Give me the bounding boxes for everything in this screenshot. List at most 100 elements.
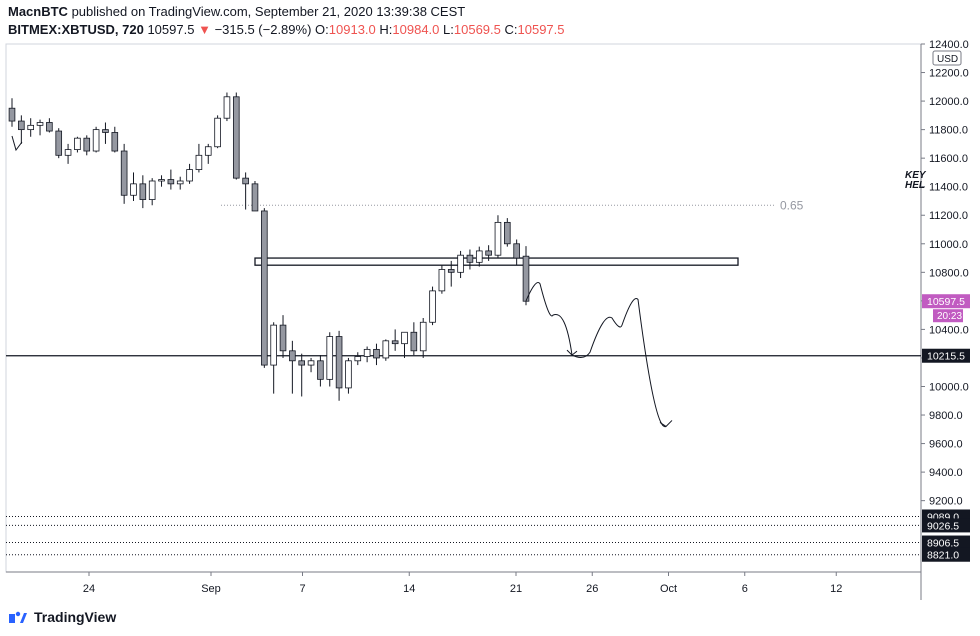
candle-body[interactable] [363,348,371,357]
candle-body[interactable] [504,221,511,245]
candle-body[interactable] [46,122,53,132]
candle-body[interactable] [83,137,91,152]
candle-body[interactable] [279,324,287,352]
candle-body[interactable] [457,254,464,273]
resistance-zone[interactable] [254,257,739,266]
symbol-label[interactable]: BITMEX:XBTUSD, 720 [8,22,144,37]
candle-body[interactable] [223,96,231,119]
candle-body[interactable] [382,340,390,359]
level-price-tag [922,348,970,363]
x-tick-label: Sep [201,583,221,595]
y-tick-label: 11800.0 [929,125,968,137]
candle-body[interactable] [485,250,492,256]
candle-body[interactable] [410,331,418,352]
y-tick-label: 11000.0 [929,239,968,251]
countdown-tag [933,309,963,323]
arrow-icon [11,135,23,152]
candle-body[interactable] [419,321,427,352]
candle-body[interactable] [167,179,175,185]
candle-body[interactable] [335,336,343,389]
y-tick-label: 9200.0 [929,496,963,508]
candle-body[interactable] [475,250,483,263]
candle-body[interactable] [401,331,408,345]
candle-body[interactable] [36,122,44,126]
candle-body[interactable] [289,350,296,362]
y-tick-label: 9400.0 [929,467,963,479]
plot-area[interactable] [5,43,922,573]
candle-body[interactable] [494,221,502,256]
candle-body[interactable] [64,149,72,156]
candle-body[interactable] [8,107,16,122]
y-tick-label: 11200.0 [929,210,968,222]
y-tick-label: 9600.0 [929,439,963,451]
candle-body[interactable] [522,255,530,302]
y-tick-label: 9800.0 [929,410,963,422]
x-tick-label: 12 [830,583,842,595]
ohlc-line: BITMEX:XBTUSD, 720 10597.5 ▼ −315.5 (−2.… [8,22,565,37]
candle-body[interactable] [373,348,380,359]
level-price-label: 8906.5 [927,538,959,550]
candle-body[interactable] [345,360,352,389]
open-value: 10913.0 [328,22,376,37]
x-tick-label: 14 [403,583,415,595]
candle-body[interactable] [92,129,100,152]
candle-body[interactable] [307,360,315,366]
y-tick-label: 12000.0 [929,96,969,108]
candle-body[interactable] [195,154,203,170]
published-text: published on TradingView.com, September … [71,4,466,19]
tradingview-brand[interactable]: TradingView [34,609,117,625]
candle-body[interactable] [186,169,193,182]
candle-body[interactable] [391,340,399,345]
candle-body[interactable] [74,137,81,150]
low-label: L: [443,22,454,37]
x-tick-label: 26 [586,583,598,595]
level-price-label: 8821.0 [927,550,959,562]
candle-body[interactable] [261,210,268,366]
candle-body[interactable] [447,269,455,273]
side-note: KEY [905,170,927,181]
candle-body[interactable] [513,243,520,259]
close-label: C: [504,22,518,37]
x-tick-label: 7 [299,583,305,595]
candle-body[interactable] [102,129,109,133]
candle-body[interactable] [232,96,240,179]
level-price-tag [922,518,970,533]
open-label: O: [315,22,329,37]
y-tick-label: 10000.0 [929,381,969,393]
high-label: H: [379,22,393,37]
candle-body[interactable] [438,269,446,292]
candle-body[interactable] [214,117,221,148]
candle-body[interactable] [326,336,334,380]
candle-body[interactable] [354,356,362,362]
candle-body[interactable] [55,130,63,156]
candle-body[interactable] [111,132,119,152]
candle-body[interactable] [18,120,25,131]
x-tick-label: Oct [660,583,677,595]
y-tick-label: 11400.0 [929,182,968,194]
candle-body[interactable] [139,183,147,200]
candle-body[interactable] [204,146,212,156]
candle-body[interactable] [298,360,306,366]
candle-body[interactable] [158,179,165,182]
candle-body[interactable] [176,180,184,185]
candle-body[interactable] [429,290,436,323]
level-price-tag [922,535,970,550]
candle-body[interactable] [270,324,277,366]
level-price-label: 9026.5 [927,520,959,532]
x-tick-label: 24 [83,583,95,595]
candle-body[interactable] [317,360,324,380]
last-price-label: 10597.5 [927,296,965,308]
level-price-label: 10215.5 [927,351,965,363]
publisher-name[interactable]: MacnBTC [8,4,68,19]
candle-body[interactable] [130,183,137,196]
candle-body[interactable] [120,150,128,196]
candle-body[interactable] [148,180,156,200]
y-tick-label: 11600.0 [929,153,968,165]
close-value: 10597.5 [517,22,565,37]
projection-path[interactable] [525,282,667,427]
candle-body[interactable] [466,254,474,263]
candle-body[interactable] [27,124,34,131]
candle-body[interactable] [251,183,259,212]
candle-body[interactable] [242,177,249,185]
